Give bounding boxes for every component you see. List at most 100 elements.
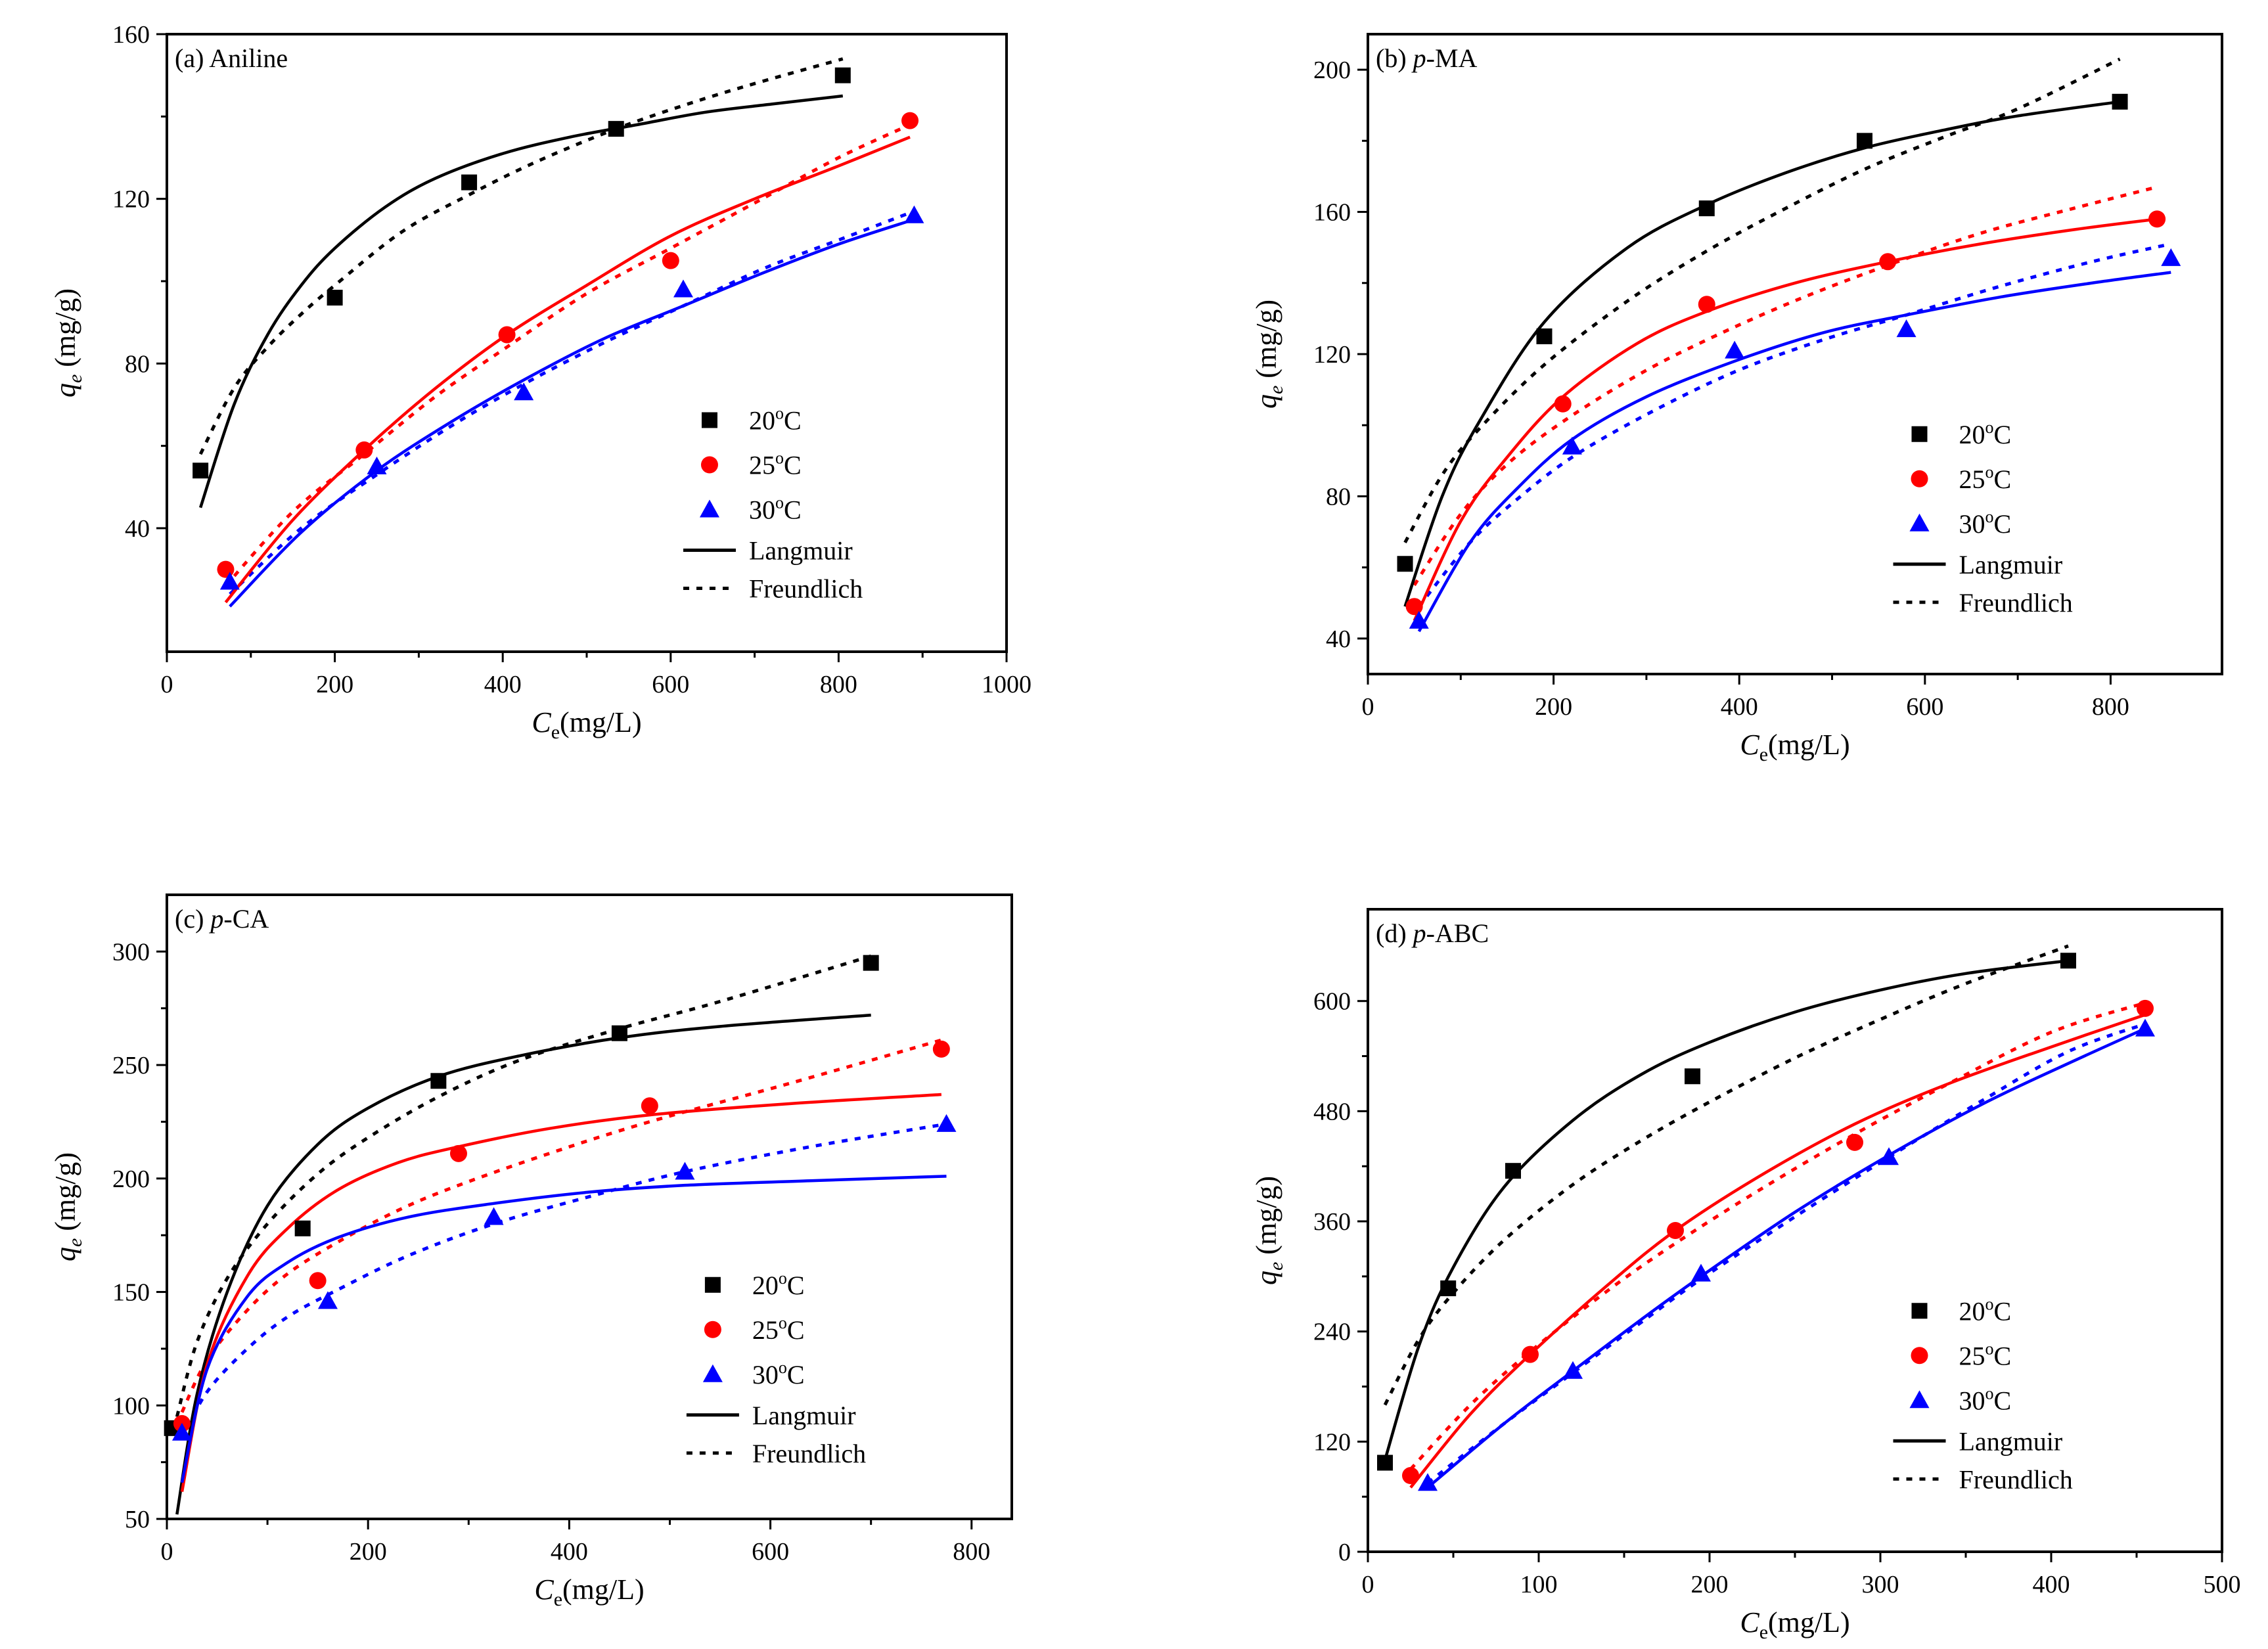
data-point xyxy=(834,67,851,83)
panel-title: (c) p-CA xyxy=(175,904,269,934)
langmuir-curve xyxy=(175,1013,871,1515)
x-axis-label: Ce(mg/L) xyxy=(532,706,641,743)
data-point xyxy=(1896,319,1916,338)
y-tick-label: 50 xyxy=(125,1506,150,1533)
y-axis-label: qe (mg/g) xyxy=(1250,300,1287,409)
y-tick-label: 0 xyxy=(1338,1539,1351,1566)
panel-title: (b) p-MA xyxy=(1376,43,1478,73)
data-point xyxy=(1879,253,1897,271)
y-tick-label: 160 xyxy=(1313,199,1351,227)
langmuir-curve xyxy=(180,1175,947,1483)
data-point xyxy=(2137,999,2154,1017)
data-point xyxy=(1397,556,1413,572)
data-point xyxy=(641,1097,658,1115)
x-tick-label: 300 xyxy=(1862,1571,1899,1598)
data-point xyxy=(673,279,693,298)
legend-label: Freundlich xyxy=(1959,588,2073,618)
data-point xyxy=(317,1291,338,1309)
y-axis-label: qe (mg/g) xyxy=(1250,1176,1287,1285)
y-tick-label: 40 xyxy=(125,515,150,543)
data-point xyxy=(1691,1263,1711,1282)
x-tick-label: 400 xyxy=(1721,693,1758,721)
legend-label: Freundlich xyxy=(749,574,863,604)
data-point xyxy=(1856,133,1872,149)
legend-label: 20oC xyxy=(749,404,802,436)
freundlich-curve xyxy=(1383,944,2069,1406)
x-tick-label: 200 xyxy=(350,1538,387,1566)
plot-frame xyxy=(1367,33,2223,675)
data-point xyxy=(294,1220,311,1236)
y-tick-label: 80 xyxy=(125,350,150,378)
legend-marker xyxy=(704,1276,721,1293)
data-point xyxy=(904,205,924,223)
chart-panel-b: 0 200 400 600 800 40 80 120 160 200 (b) p-MA Ce(mg/… xyxy=(1250,33,2223,765)
data-point xyxy=(1698,200,1715,217)
x-axis-label: Ce(mg/L) xyxy=(1740,729,1849,765)
data-point xyxy=(1522,1345,1539,1363)
legend-label: Freundlich xyxy=(1959,1464,2073,1494)
x-tick-label: 800 xyxy=(820,671,857,698)
data-point xyxy=(2135,1018,2155,1037)
plot-frame xyxy=(1367,908,2223,1553)
legend-label: 25oC xyxy=(749,449,802,480)
y-tick-label: 200 xyxy=(1313,56,1351,84)
x-tick-label: 0 xyxy=(1362,693,1374,721)
y-tick-label: 40 xyxy=(1326,625,1351,653)
x-tick-label: 200 xyxy=(1691,1571,1729,1598)
legend-label: 20oC xyxy=(1959,1294,2012,1326)
panel-title: (a) Aniline xyxy=(175,43,288,73)
y-tick-label: 600 xyxy=(1313,988,1351,1016)
legend-label: Langmuir xyxy=(749,536,853,566)
data-point xyxy=(2112,93,2128,110)
x-axis-label: Ce(mg/L) xyxy=(1740,1606,1849,1643)
data-point xyxy=(430,1073,447,1089)
data-point xyxy=(193,463,209,479)
x-tick-label: 0 xyxy=(161,1538,173,1566)
y-axis-label: qe (mg/g) xyxy=(49,288,86,397)
langmuir-curve xyxy=(1417,271,2171,633)
x-tick-label: 200 xyxy=(1535,693,1572,721)
data-point xyxy=(1554,395,1572,413)
data-point xyxy=(1685,1068,1700,1085)
data-point xyxy=(219,572,240,590)
legend-marker xyxy=(1911,470,1928,487)
legend-label: 20oC xyxy=(1959,418,2012,449)
data-point xyxy=(1440,1280,1457,1297)
x-tick-label: 1000 xyxy=(982,671,1032,698)
data-point xyxy=(327,290,343,306)
y-tick-label: 100 xyxy=(112,1392,150,1420)
freundlich-curve xyxy=(1417,242,2171,608)
data-point xyxy=(608,121,624,137)
x-tick-label: 500 xyxy=(2204,1571,2241,1598)
y-tick-label: 360 xyxy=(1313,1208,1351,1236)
y-tick-label: 160 xyxy=(112,21,150,49)
langmuir-curve xyxy=(1426,1027,2146,1489)
data-point xyxy=(484,1207,504,1225)
data-point xyxy=(1418,1473,1438,1491)
chart-panel-d: 0 100 200 300 400 500 0 120 240 360 480 600 (d) p-AB… xyxy=(1250,908,2241,1643)
y-tick-label: 250 xyxy=(112,1052,150,1079)
langmuir-curve xyxy=(1409,1013,2146,1489)
freundlich-curve xyxy=(180,1122,947,1441)
data-point xyxy=(1563,1361,1583,1379)
y-tick-label: 120 xyxy=(1313,341,1351,369)
freundlich-curve xyxy=(1413,185,2158,587)
data-point xyxy=(863,955,879,971)
x-axis-label: Ce(mg/L) xyxy=(534,1573,644,1610)
fit-curves xyxy=(1383,944,2146,1489)
legend-marker xyxy=(1909,1390,1930,1409)
x-tick-label: 600 xyxy=(752,1538,789,1566)
data-point xyxy=(1725,340,1745,359)
y-tick-label: 300 xyxy=(112,938,150,966)
y-tick-label: 120 xyxy=(112,186,150,214)
legend-marker xyxy=(1909,513,1930,531)
data-point xyxy=(611,1025,627,1041)
langmuir-curve xyxy=(224,135,911,604)
x-tick-label: 100 xyxy=(1520,1571,1558,1598)
fit-curves xyxy=(1403,57,2171,633)
chart-panel-a: 0 200 400 600 800 1000 40 80 120 160 (a) Aniline Ce… xyxy=(49,21,1032,743)
data-point xyxy=(1846,1133,1863,1151)
data-point xyxy=(1536,328,1553,344)
plot-frame xyxy=(166,33,1008,653)
x-tick-label: 600 xyxy=(1906,693,1943,721)
